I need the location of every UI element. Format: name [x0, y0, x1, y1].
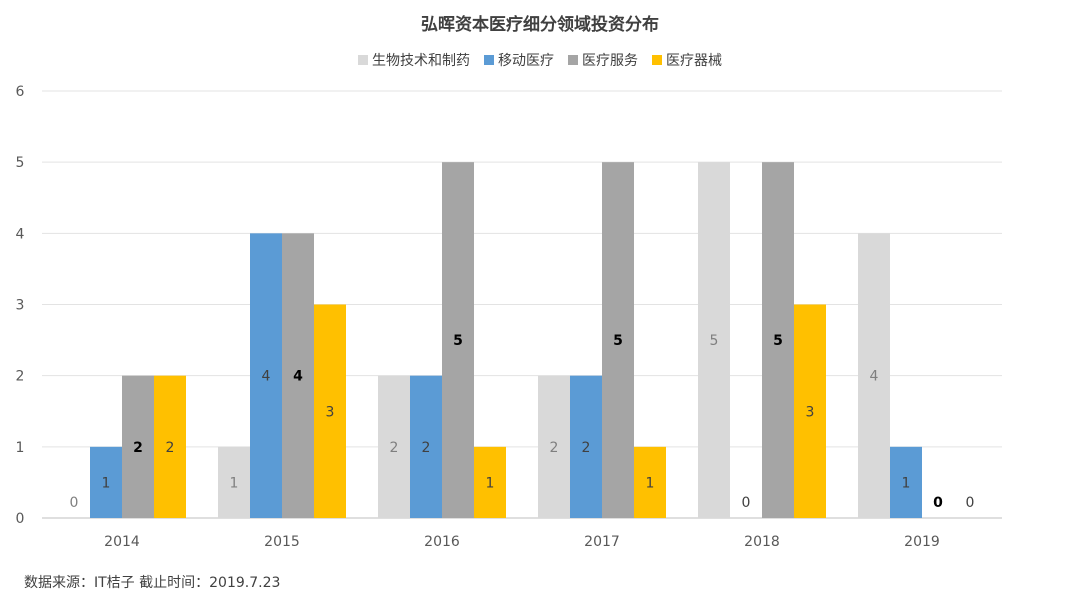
y-tick-label: 1	[16, 440, 25, 456]
data-label: 0	[966, 495, 975, 511]
data-label: 2	[422, 440, 431, 456]
x-tick-label: 2016	[424, 534, 460, 550]
bar	[634, 446, 666, 518]
bar	[890, 446, 922, 518]
data-label: 4	[870, 369, 879, 385]
data-label: 5	[453, 333, 463, 349]
legend-swatch	[652, 55, 662, 65]
data-label: 1	[646, 475, 655, 491]
data-label: 0	[70, 495, 79, 511]
bar	[410, 375, 442, 518]
bar	[90, 446, 122, 518]
bar	[378, 375, 410, 518]
data-label: 2	[166, 440, 175, 456]
legend-item-medical-devices[interactable]: 医疗器械	[652, 50, 722, 70]
bar	[794, 304, 826, 518]
y-tick-label: 3	[16, 298, 25, 314]
y-tick-label: 4	[16, 226, 25, 242]
data-label: 2	[550, 440, 559, 456]
legend-label: 移动医疗	[498, 53, 554, 69]
bar	[218, 446, 250, 518]
data-label: 5	[710, 333, 719, 349]
bar	[762, 162, 794, 518]
data-label: 4	[293, 369, 303, 385]
legend-swatch	[484, 55, 494, 65]
y-tick-label: 5	[16, 155, 25, 171]
data-label: 1	[902, 475, 911, 491]
data-label: 0	[933, 495, 943, 511]
y-tick-label: 6	[16, 84, 25, 100]
data-label: 1	[102, 475, 111, 491]
data-label: 2	[133, 440, 143, 456]
legend-label: 医疗器械	[666, 53, 722, 69]
bar	[442, 162, 474, 518]
bar	[602, 162, 634, 518]
data-label: 5	[773, 333, 783, 349]
legend-item-medical-services[interactable]: 医疗服务	[568, 50, 638, 70]
bar	[282, 233, 314, 519]
x-tick-label: 2018	[744, 534, 780, 550]
x-tick-label: 2015	[264, 534, 300, 550]
legend-label: 生物技术和制药	[372, 53, 470, 69]
y-tick-label: 2	[16, 369, 25, 385]
data-label: 0	[742, 495, 751, 511]
legend-swatch	[568, 55, 578, 65]
bar	[154, 375, 186, 518]
bar	[314, 304, 346, 518]
data-label: 3	[806, 404, 815, 420]
source-note: 数据来源：IT桔子 截止时间：2019.7.23	[24, 575, 281, 591]
data-label: 2	[390, 440, 399, 456]
data-label: 2	[582, 440, 591, 456]
bar	[474, 446, 506, 518]
data-label: 4	[262, 369, 271, 385]
legend-swatch	[358, 55, 368, 65]
y-tick-label: 0	[16, 511, 25, 527]
bar	[538, 375, 570, 518]
x-tick-label: 2014	[104, 534, 140, 550]
data-label: 1	[486, 475, 495, 491]
legend-label: 医疗服务	[582, 53, 638, 69]
bar	[570, 375, 602, 518]
legend: 生物技术和制药 移动医疗 医疗服务 医疗器械	[0, 50, 1080, 70]
data-label: 5	[613, 333, 623, 349]
legend-item-mobile-health[interactable]: 移动医疗	[484, 50, 554, 70]
bar	[858, 233, 890, 519]
bar	[698, 162, 730, 518]
data-label: 3	[326, 404, 335, 420]
bar	[250, 233, 282, 519]
legend-item-biotech[interactable]: 生物技术和制药	[358, 50, 470, 70]
chart-title: 弘晖资本医疗细分领域投资分布	[421, 15, 659, 35]
bar	[122, 375, 154, 518]
x-tick-label: 2017	[584, 534, 620, 550]
data-label: 1	[230, 475, 239, 491]
x-tick-label: 2019	[904, 534, 940, 550]
